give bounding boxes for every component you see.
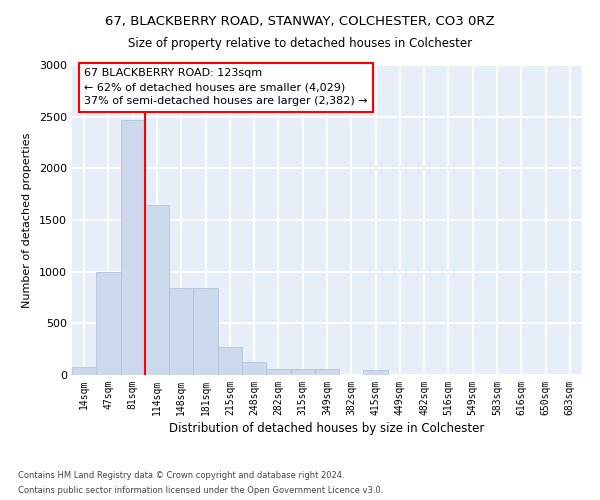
Bar [193, 288, 218, 375]
Bar [242, 362, 266, 375]
Bar [96, 272, 121, 375]
Bar [218, 346, 242, 375]
Text: 67 BLACKBERRY ROAD: 123sqm
← 62% of detached houses are smaller (4,029)
37% of s: 67 BLACKBERRY ROAD: 123sqm ← 62% of deta… [84, 68, 368, 106]
Bar [266, 370, 290, 375]
Text: Size of property relative to detached houses in Colchester: Size of property relative to detached ho… [128, 38, 472, 51]
Bar [169, 288, 193, 375]
Bar [315, 370, 339, 375]
Text: 67, BLACKBERRY ROAD, STANWAY, COLCHESTER, CO3 0RZ: 67, BLACKBERRY ROAD, STANWAY, COLCHESTER… [105, 15, 495, 28]
Bar [364, 370, 388, 375]
Y-axis label: Number of detached properties: Number of detached properties [22, 132, 32, 308]
Bar [290, 370, 315, 375]
Text: Contains public sector information licensed under the Open Government Licence v3: Contains public sector information licen… [18, 486, 383, 495]
Bar [72, 367, 96, 375]
Bar [121, 120, 145, 375]
X-axis label: Distribution of detached houses by size in Colchester: Distribution of detached houses by size … [169, 422, 485, 435]
Text: Contains HM Land Registry data © Crown copyright and database right 2024.: Contains HM Land Registry data © Crown c… [18, 471, 344, 480]
Bar [145, 204, 169, 375]
